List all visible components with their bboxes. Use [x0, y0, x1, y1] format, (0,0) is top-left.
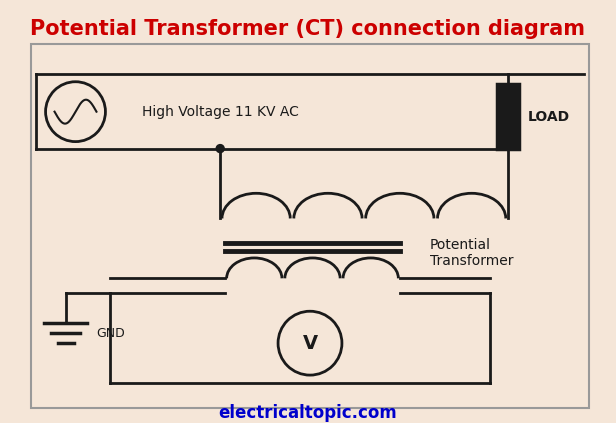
Text: V: V [302, 334, 318, 353]
Circle shape [216, 145, 224, 153]
Circle shape [46, 82, 105, 142]
Text: LOAD: LOAD [527, 110, 570, 124]
Text: Potential
Transformer: Potential Transformer [430, 238, 513, 269]
Text: Potential Transformer (CT) connection diagram: Potential Transformer (CT) connection di… [31, 19, 585, 39]
Circle shape [278, 311, 342, 375]
Bar [496, 84, 519, 148]
Text: GND: GND [96, 327, 125, 340]
Text: electricaltopic.com: electricaltopic.com [219, 404, 397, 422]
Text: High Voltage 11 KV AC: High Voltage 11 KV AC [142, 104, 299, 119]
